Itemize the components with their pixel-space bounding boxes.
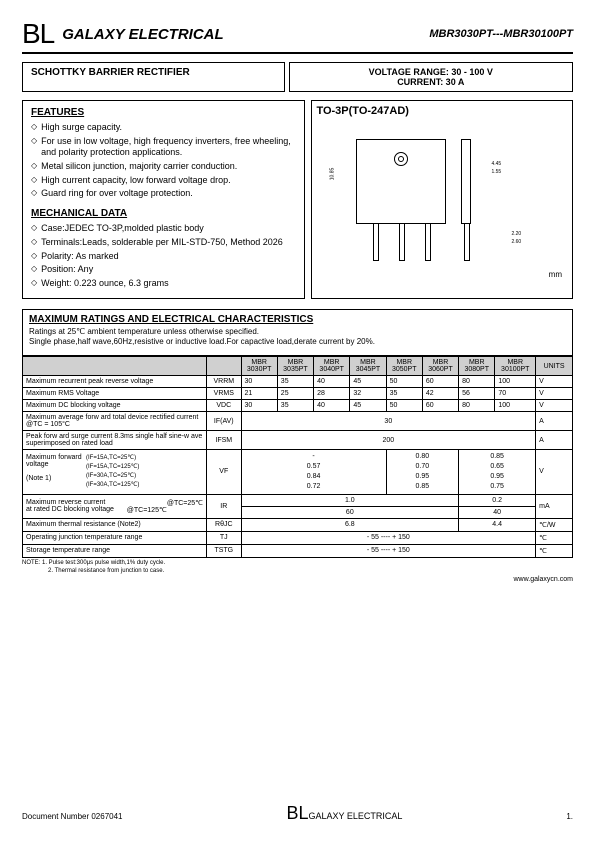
note-2: 2. Thermal resistance from junction to c… — [22, 568, 573, 574]
table-row: Operating junction temperature rangeTJ- … — [23, 531, 573, 544]
footer-logo: BL — [286, 803, 308, 823]
table-row: Maximum RMS VoltageVRMS2125283235425670V — [23, 388, 573, 400]
feature-item: Guard ring for over voltage protection. — [31, 188, 296, 200]
mechanical-heading: MECHANICAL DATA — [31, 208, 296, 219]
voltage-current-box: VOLTAGE RANGE: 30 - 100 V CURRENT: 30 A — [289, 62, 573, 92]
package-diagram: 10.85 4.45 1.55 2.20 2.60 mm — [316, 121, 568, 281]
ratings-heading: MAXIMUM RATINGS AND ELECTRICAL CHARACTER… — [29, 314, 566, 325]
mech-item: Position: Any — [31, 264, 296, 276]
table-row: Maximum reverse current @TC=25℃ at rated… — [23, 494, 573, 506]
table-row: Maximum average forw ard total device re… — [23, 412, 573, 431]
feature-item: For use in low voltage, high frequency i… — [31, 136, 296, 159]
voltage-range: VOLTAGE RANGE: 30 - 100 V — [298, 67, 564, 77]
package-diagram-box: TO-3P(TO-247AD) 10.85 4.45 1.55 2.20 2.6… — [311, 100, 573, 299]
table-row: Peak forw ard surge current 8.3ms single… — [23, 431, 573, 450]
url: www.galaxycn.com — [22, 576, 573, 583]
part-number: MBR3030PT---MBR30100PT — [429, 28, 573, 40]
mech-item: Terminals:Leads, solderable per MIL-STD-… — [31, 237, 296, 249]
feature-item: High surge capacity. — [31, 122, 296, 134]
feature-item: High current capacity, low forward volta… — [31, 175, 296, 187]
company-name: GALAXY ELECTRICAL — [62, 26, 429, 43]
current-rating: CURRENT: 30 A — [298, 77, 564, 87]
mech-item: Case:JEDEC TO-3P,molded plastic body — [31, 223, 296, 235]
ratings-table: MBR 3030PT MBR 3035PT MBR 3040PT MBR 304… — [22, 356, 573, 557]
table-row: Storage temperature rangeTSTG- 55 ---- +… — [23, 544, 573, 557]
logo: BL — [22, 18, 54, 50]
ratings-sub: Ratings at 25℃ ambient temperature unles… — [29, 327, 566, 348]
table-row: Maximum forward voltage (Note 1) (IF=15A… — [23, 450, 573, 494]
table-row: Maximum thermal resistance (Note2)RθJC6.… — [23, 518, 573, 531]
table-row: Maximum recurrent peak reverse voltageVR… — [23, 376, 573, 388]
mech-item: Polarity: As marked — [31, 251, 296, 263]
feature-item: Metal silicon junction, majority carrier… — [31, 161, 296, 173]
page-number: 1. — [566, 812, 573, 821]
features-mechanical-box: FEATURES High surge capacity. For use in… — [22, 100, 305, 299]
product-title: SCHOTTKY BARRIER RECTIFIER — [22, 62, 285, 92]
footer-company: GALAXY ELECTRICAL — [309, 811, 403, 821]
mech-item: Weight: 0.223 ounce, 6.3 grams — [31, 278, 296, 290]
package-title: TO-3P(TO-247AD) — [316, 105, 568, 117]
doc-number: Document Number 0267041 — [22, 812, 123, 821]
features-heading: FEATURES — [31, 107, 296, 118]
header: BL GALAXY ELECTRICAL MBR3030PT---MBR3010… — [22, 18, 573, 54]
footer: Document Number 0267041 BLGALAXY ELECTRI… — [22, 803, 573, 824]
note-1: NOTE: 1. Pulse test:300μs pulse width,1%… — [22, 560, 573, 566]
table-row: Maximum DC blocking voltageVDC3035404550… — [23, 400, 573, 412]
